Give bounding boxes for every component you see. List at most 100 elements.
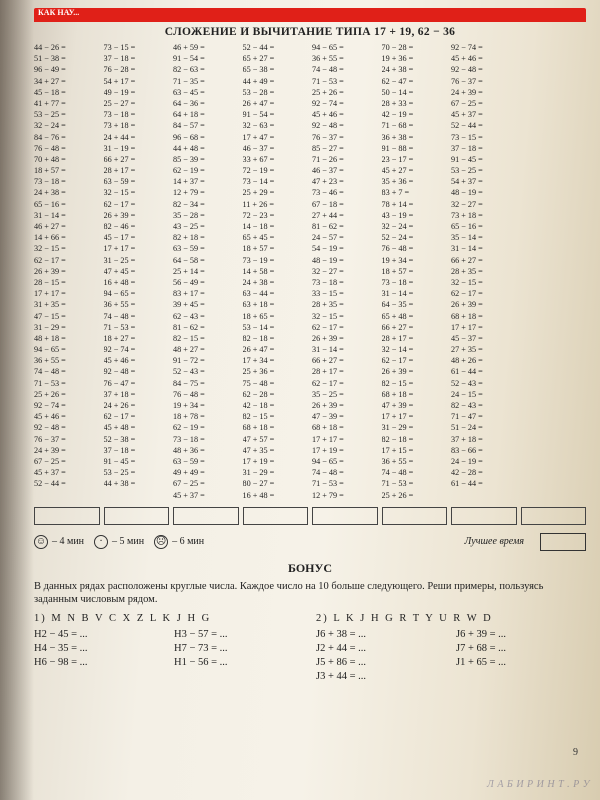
problem-cell: 70 + 48 = <box>34 154 100 165</box>
problem-cell: 91 − 45 = <box>104 456 170 467</box>
problem-cell: 76 − 37 = <box>451 76 517 87</box>
problem-cell: 17 + 17 = <box>451 322 517 333</box>
problem-cell: 62 − 17 = <box>34 255 100 266</box>
problem-cell: 24 + 38 = <box>382 64 448 75</box>
best-time-box[interactable] <box>540 533 586 551</box>
problem-cell: 16 + 48 = <box>243 490 309 501</box>
answer-boxes-row <box>34 507 586 525</box>
problem-cell: 32 − 24 = <box>382 221 448 232</box>
problem-cell: 31 − 25 = <box>104 255 170 266</box>
problem-cell: 65 − 16 = <box>451 221 517 232</box>
problem-cell: 67 − 25 = <box>451 98 517 109</box>
problem-cell: 24 + 39 = <box>34 445 100 456</box>
problem-cell: 28 + 17 = <box>312 366 378 377</box>
problem-cell: 83 + 17 = <box>173 288 239 299</box>
problem-cell: 66 + 27 = <box>104 154 170 165</box>
problem-cell: 68 + 18 = <box>243 422 309 433</box>
problem-cell: 71 − 53 = <box>312 76 378 87</box>
problem-cell: 65 + 48 = <box>382 311 448 322</box>
red-header-bar: КАК НАУ... <box>34 8 586 22</box>
answer-box[interactable] <box>451 507 517 525</box>
problem-cell <box>521 165 587 176</box>
problem-cell: 62 − 17 = <box>104 199 170 210</box>
problem-cell: 81 − 62 = <box>173 322 239 333</box>
problem-cell: 73 − 18 = <box>312 277 378 288</box>
problem-cell: 49 + 49 = <box>173 467 239 478</box>
problem-cell: 45 + 37 = <box>451 109 517 120</box>
answer-box[interactable] <box>34 507 100 525</box>
problem-cell: 63 − 59 = <box>173 456 239 467</box>
problem-cell: 47 − 15 = <box>34 311 100 322</box>
problem-cell: 71 − 53 = <box>104 322 170 333</box>
answer-box[interactable] <box>382 507 448 525</box>
problem-cell: 52 − 43 = <box>173 366 239 377</box>
answer-box[interactable] <box>243 507 309 525</box>
problem-cell: 74 − 48 = <box>312 467 378 478</box>
problem-cell <box>521 322 587 333</box>
problem-cell: 92 − 74 = <box>451 42 517 53</box>
problem-cell: 24 − 15 = <box>451 389 517 400</box>
problem-cell: 64 − 36 = <box>173 98 239 109</box>
problem-cell: 45 − 18 = <box>34 87 100 98</box>
problem-cell: 44 − 26 = <box>34 42 100 53</box>
problem-cell <box>34 490 100 501</box>
best-time-label: Лучшее время <box>465 536 524 547</box>
problem-cell: 54 + 17 = <box>104 76 170 87</box>
problem-cell <box>521 199 587 210</box>
problem-cell: 28 + 33 = <box>382 98 448 109</box>
problem-cell: 76 − 48 = <box>382 243 448 254</box>
problem-cell: 62 − 19 = <box>173 422 239 433</box>
problem-cell <box>521 277 587 288</box>
problem-cell: 32 − 63 = <box>243 120 309 131</box>
problem-cell <box>521 333 587 344</box>
problem-cell <box>521 490 587 501</box>
problem-cell: 81 − 62 = <box>312 221 378 232</box>
problem-cell: 18 + 57 = <box>243 243 309 254</box>
problem-cell: 26 + 47 = <box>243 344 309 355</box>
bonus-line: H4 − 35 = ... <box>34 642 164 656</box>
problem-cell: 67 − 18 = <box>312 199 378 210</box>
problem-cell <box>521 187 587 198</box>
problem-cell <box>521 411 587 422</box>
problem-cell: 53 − 28 = <box>243 87 309 98</box>
problem-cell: 94 − 65 = <box>312 42 378 53</box>
answer-box[interactable] <box>173 507 239 525</box>
problem-cell: 24 + 38 = <box>34 187 100 198</box>
problem-cell: 82 − 46 = <box>104 221 170 232</box>
problem-cell: 33 + 67 = <box>243 154 309 165</box>
problem-cell: 16 + 48 = <box>104 277 170 288</box>
problem-cell: 37 + 18 = <box>104 389 170 400</box>
smile-icon: ☺ <box>34 535 48 549</box>
problem-cell: 73 − 15 = <box>451 132 517 143</box>
problem-cell <box>521 64 587 75</box>
problem-cell: 84 − 57 = <box>173 120 239 131</box>
problem-cell: 32 − 15 = <box>312 311 378 322</box>
problem-cell: 31 − 14 = <box>34 210 100 221</box>
problem-cell <box>521 255 587 266</box>
answer-box[interactable] <box>104 507 170 525</box>
problem-cell: 68 + 18 = <box>312 422 378 433</box>
problem-cell: 46 − 37 = <box>243 143 309 154</box>
problem-cell: 71 − 68 = <box>382 120 448 131</box>
problem-cell: 82 − 43 = <box>451 400 517 411</box>
problem-cell: 24 − 57 = <box>312 232 378 243</box>
problem-cell: 65 − 38 = <box>243 64 309 75</box>
problem-cell: 70 − 28 = <box>382 42 448 53</box>
problem-cell: 73 − 18 = <box>382 277 448 288</box>
answer-box[interactable] <box>521 507 587 525</box>
problem-cell: 14 + 66 = <box>34 232 100 243</box>
watermark: Л А Б И Р И Н Т . Р У <box>487 779 590 790</box>
problem-cell: 31 − 29 = <box>243 467 309 478</box>
problem-cell: 76 − 28 = <box>104 64 170 75</box>
problem-cell: 52 − 24 = <box>382 232 448 243</box>
bonus-line: H1 − 56 = ... <box>174 656 304 670</box>
problem-cell: 64 − 35 = <box>382 299 448 310</box>
problem-cell: 82 − 34 = <box>173 199 239 210</box>
problem-cell: 28 + 35 = <box>312 299 378 310</box>
problem-cell: 91 − 54 = <box>243 109 309 120</box>
problem-cell <box>521 98 587 109</box>
problem-cell: 17 + 15 = <box>382 445 448 456</box>
problem-cell: 47 + 45 = <box>104 266 170 277</box>
problem-cell: 32 − 15 = <box>104 187 170 198</box>
answer-box[interactable] <box>312 507 378 525</box>
